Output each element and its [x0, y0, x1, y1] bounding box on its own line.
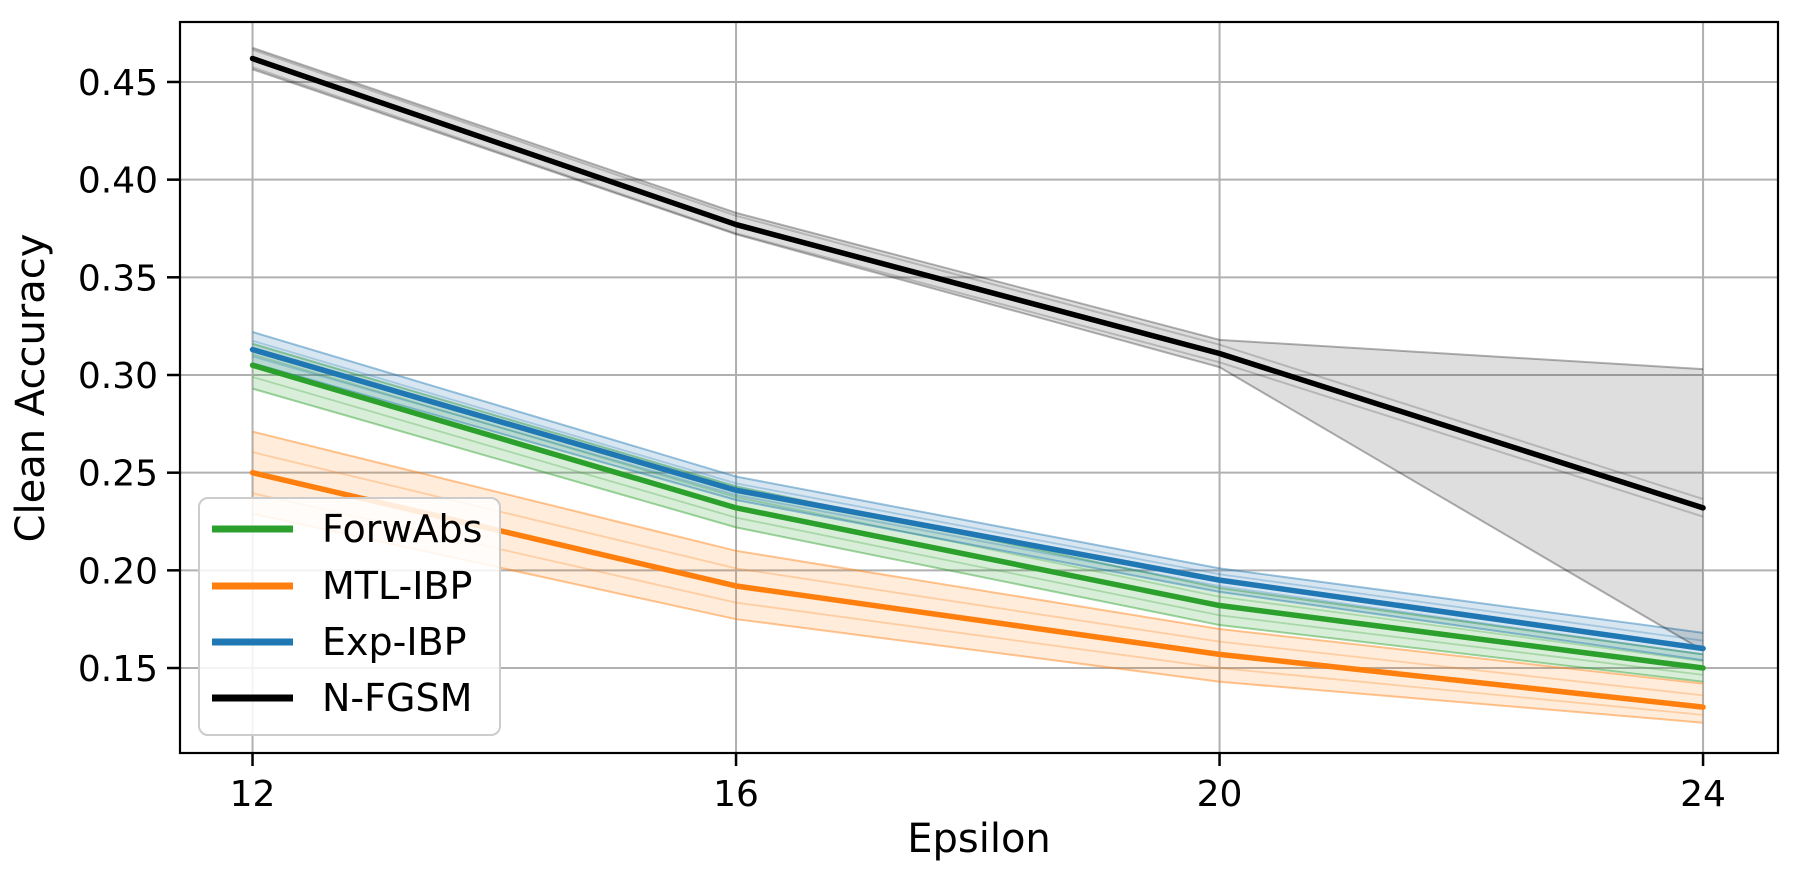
- y-tick-label: 0.35: [78, 258, 158, 299]
- band-halo-n-fgsm: [252, 48, 1704, 500]
- legend-item-n-fgsm: N-FGSM: [212, 676, 472, 720]
- x-tick-label: 24: [1680, 774, 1726, 815]
- band-inner-edge-forwabs: [252, 376, 1704, 676]
- series-line-exp-ibp: [249, 346, 1706, 652]
- x-tick-label: 16: [713, 774, 759, 815]
- legend-label-mtl-ibp: MTL-IBP: [322, 564, 472, 608]
- band-edge-n-fgsm: [252, 46, 1704, 371]
- y-tick-label: 0.30: [78, 356, 158, 397]
- x-axis-label: Epsilon: [907, 816, 1051, 862]
- x-tick-labels: 12 16 20 24: [230, 774, 1726, 815]
- x-tick-label: 20: [1197, 774, 1243, 815]
- band-edge-exp-ibp: [252, 362, 1704, 662]
- x-tick-label: 12: [230, 774, 276, 815]
- legend-label-exp-ibp: Exp-IBP: [322, 620, 467, 664]
- band-edge-forwabs: [252, 387, 1704, 683]
- band-edge-mtl-ibp: [252, 430, 1704, 685]
- series-line-n-fgsm: [249, 55, 1706, 511]
- y-tick-label: 0.25: [78, 454, 158, 495]
- legend: ForwAbs MTL-IBP Exp-IBP N-FGSM: [198, 497, 501, 736]
- y-tick-labels: 0.15 0.20 0.25 0.30 0.35 0.40 0.45: [78, 63, 158, 690]
- y-axis-label: Clean Accuracy: [8, 234, 54, 543]
- legend-item-exp-ibp: Exp-IBP: [212, 620, 467, 664]
- y-tick-label: 0.15: [78, 649, 158, 690]
- band-halo-n-fgsm: [252, 66, 1704, 518]
- plot-border: [178, 20, 1780, 755]
- band-inner-edge-exp-ibp: [252, 339, 1704, 642]
- band-inner-edge-forwabs: [252, 353, 1704, 663]
- band-inner-edge-exp-ibp: [252, 355, 1704, 656]
- band-edge-exp-ibp: [252, 331, 1704, 634]
- band-mtl-ibp: [252, 431, 1704, 723]
- axis-ticks: [167, 80, 1705, 766]
- series-line-forwabs: [249, 362, 1706, 671]
- legend-label-forwabs: ForwAbs: [322, 507, 482, 551]
- legend-item-mtl-ibp: MTL-IBP: [212, 564, 472, 608]
- legend-item-forwabs: ForwAbs: [212, 507, 482, 551]
- y-tick-label: 0.20: [78, 551, 158, 592]
- legend-label-n-fgsm: N-FGSM: [322, 676, 472, 720]
- y-tick-label: 0.40: [78, 161, 158, 202]
- y-tick-label: 0.45: [78, 63, 158, 104]
- band-edge-n-fgsm: [252, 68, 1704, 652]
- legend-box: [198, 497, 501, 736]
